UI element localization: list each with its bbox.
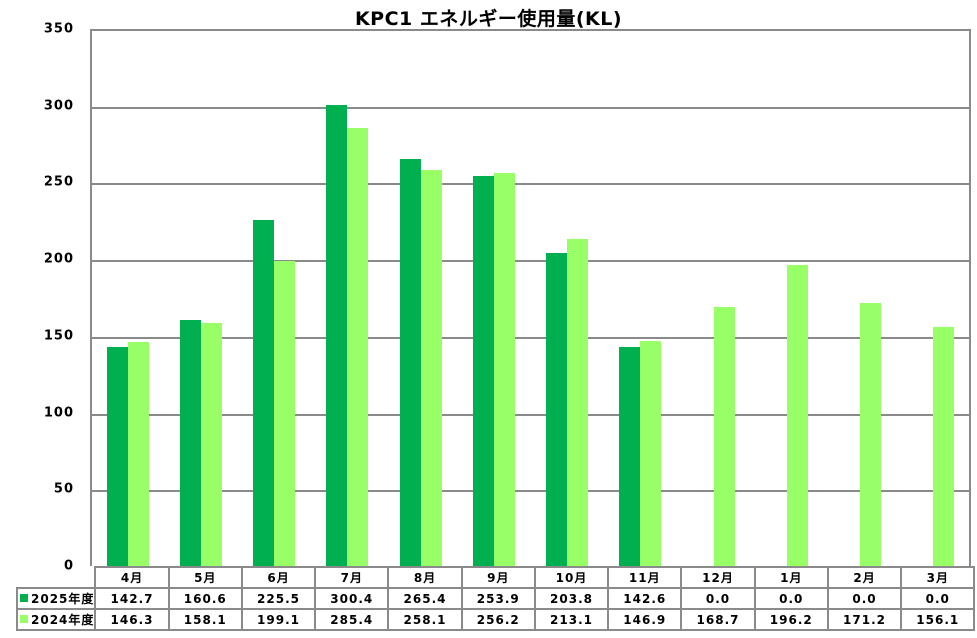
gridline [92,490,969,493]
table-category-header: 1月 [753,566,829,589]
table-row: 2025年度 142.7 160.6 225.5 300.4 265.4 253.9 203… [15,587,976,610]
bar-2025年度-9月 [472,176,494,566]
table-cell: 300.4 [314,587,390,610]
y-tick-label: 350 [43,21,74,37]
bar-2024年度-10月 [567,239,589,566]
legend-2024: 2024年度 [15,608,97,631]
bar-2024年度-6月 [274,260,296,566]
table-cell: 146.3 [94,608,170,631]
bar-2025年度-7月 [326,105,348,566]
table-cell: 142.6 [607,587,683,610]
y-tick-label: 50 [53,481,74,497]
table-header-row: 4月 5月 6月 7月 8月 9月 10月 11月 12月 1月 2月 3月 [17,566,976,589]
table-cell: 253.9 [460,587,536,610]
bar-2024年度-3月 [933,326,955,566]
bar-2024年度-9月 [493,172,515,566]
table-row: 2024年度 146.3 158.1 199.1 285.4 258.1 256.2 213… [15,608,976,631]
bar-2024年度-8月 [420,170,442,566]
table-cell: 285.4 [314,608,390,631]
table-category-header: 5月 [167,566,243,589]
bar-2025年度-8月 [399,158,421,566]
table-category-header: 9月 [460,566,536,589]
legend-2025: 2025年度 [15,587,97,610]
y-tick-label: 150 [43,328,74,344]
table-cell: 156.1 [900,608,976,631]
bar-2025年度-10月 [546,253,568,566]
bar-2024年度-1月 [786,264,808,566]
table-cell: 196.2 [753,608,829,631]
table-cell: 256.2 [460,608,536,631]
table-cell: 213.1 [533,608,610,631]
table-corner [17,567,97,589]
data-table: 4月 5月 6月 7月 8月 9月 10月 11月 12月 1月 2月 3月 2025年度 142.7… [15,566,976,631]
y-tick-label: 0 [63,558,74,574]
legend-label: 2024年度 [31,613,95,627]
table-cell: 225.5 [240,587,317,610]
bar-2025年度-11月 [619,347,641,566]
bar-2024年度-5月 [200,323,222,566]
bar-2025年度-5月 [179,319,201,566]
table-category-header: 6月 [240,566,317,589]
bar-2024年度-11月 [640,340,662,566]
table-cell: 142.7 [94,587,170,610]
plot-area [90,29,971,566]
bar-2025年度-6月 [253,220,275,566]
table-category-header: 11月 [607,566,683,589]
y-tick-label: 250 [43,174,74,190]
gridline [92,336,969,339]
gridline [92,183,969,186]
bar-2025年度-4月 [106,347,128,566]
y-tick-label: 200 [43,251,74,267]
table-cell: 199.1 [240,608,317,631]
legend-label: 2025年度 [31,592,95,606]
table-category-header: 4月 [94,566,170,589]
table-cell: 0.0 [753,587,829,610]
bar-2024年度-4月 [127,341,149,566]
table-cell: 258.1 [387,608,463,631]
gridline [92,413,969,416]
chart-title: KPC1 エネルギー使用量(KL) [354,8,623,30]
gridline [92,106,969,109]
table-cell: 160.6 [167,587,243,610]
gridline [92,260,969,263]
table-category-header: 2月 [826,566,903,589]
table-category-header: 3月 [900,566,976,589]
legend-swatch-icon [20,594,28,602]
table-cell: 0.0 [900,587,976,610]
table-category-header: 12月 [680,566,756,589]
table-cell: 158.1 [167,608,243,631]
table-category-header: 10月 [533,566,610,589]
table-cell: 146.9 [607,608,683,631]
table-cell: 203.8 [533,587,610,610]
table-cell: 171.2 [826,608,903,631]
table-cell: 0.0 [680,587,756,610]
bar-2024年度-7月 [347,128,369,566]
table-category-header: 7月 [314,566,390,589]
legend-swatch-icon [20,615,28,623]
y-tick-label: 100 [43,405,74,421]
table-cell: 0.0 [826,587,903,610]
bar-2024年度-12月 [713,307,735,566]
y-tick-label: 300 [43,98,74,114]
table-cell: 265.4 [387,587,463,610]
bar-2024年度-2月 [860,303,882,566]
table-category-header: 8月 [387,566,463,589]
table-cell: 168.7 [680,608,756,631]
